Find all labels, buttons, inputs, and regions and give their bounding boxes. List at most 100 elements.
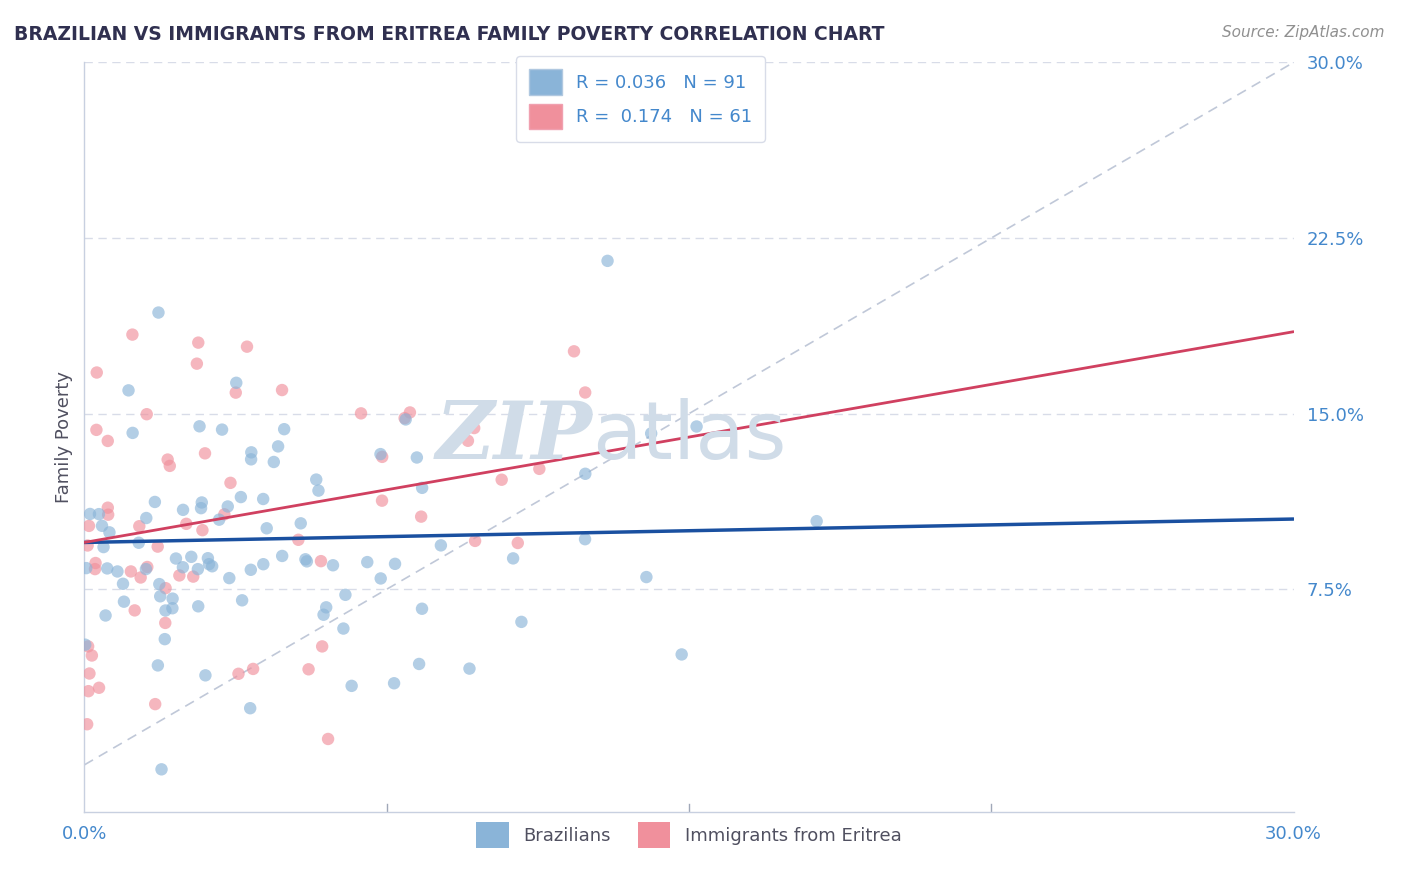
- Point: [191, 495, 214, 509]
- Point: [77, 640, 100, 654]
- Point: [76, 539, 98, 553]
- Point: [267, 439, 290, 453]
- Point: [340, 679, 363, 693]
- Point: [80, 648, 103, 663]
- Point: [94, 608, 117, 623]
- Point: [308, 483, 330, 498]
- Point: [458, 662, 481, 676]
- Point: [228, 666, 250, 681]
- Point: [229, 490, 252, 504]
- Point: [75, 638, 97, 652]
- Point: [394, 411, 416, 425]
- Point: [180, 549, 202, 564]
- Point: [172, 560, 194, 574]
- Point: [529, 462, 551, 476]
- Point: [111, 576, 134, 591]
- Point: [408, 657, 430, 671]
- Point: [322, 558, 344, 573]
- Point: [194, 446, 217, 460]
- Point: [350, 406, 373, 420]
- Point: [187, 562, 209, 576]
- Point: [252, 491, 274, 506]
- Point: [574, 532, 596, 546]
- Y-axis label: Family Poverty: Family Poverty: [55, 371, 73, 503]
- Point: [162, 591, 184, 606]
- Point: [98, 525, 121, 540]
- Text: BRAZILIAN VS IMMIGRANTS FROM ERITREA FAMILY POVERTY CORRELATION CHART: BRAZILIAN VS IMMIGRANTS FROM ERITREA FAM…: [14, 25, 884, 44]
- Point: [97, 500, 120, 515]
- Point: [562, 344, 585, 359]
- Text: Source: ZipAtlas.com: Source: ZipAtlas.com: [1222, 25, 1385, 40]
- Point: [217, 500, 239, 514]
- Point: [112, 595, 135, 609]
- Point: [186, 357, 208, 371]
- Point: [218, 571, 240, 585]
- Point: [384, 557, 406, 571]
- Point: [97, 508, 120, 522]
- Point: [165, 551, 187, 566]
- Point: [93, 540, 115, 554]
- Point: [148, 577, 170, 591]
- Point: [491, 473, 513, 487]
- Point: [150, 762, 173, 776]
- Point: [190, 501, 212, 516]
- Point: [596, 253, 619, 268]
- Point: [371, 493, 394, 508]
- Point: [239, 563, 262, 577]
- Point: [75, 561, 97, 575]
- Point: [411, 509, 433, 524]
- Point: [671, 648, 693, 662]
- Point: [77, 684, 100, 698]
- Point: [97, 434, 120, 448]
- Point: [79, 666, 101, 681]
- Point: [121, 425, 143, 440]
- Point: [294, 552, 316, 566]
- Point: [214, 508, 236, 522]
- Point: [191, 523, 214, 537]
- Point: [287, 533, 309, 547]
- Point: [149, 589, 172, 603]
- Point: [370, 447, 392, 461]
- Point: [86, 366, 108, 380]
- Point: [685, 419, 707, 434]
- Point: [464, 533, 486, 548]
- Point: [84, 562, 107, 576]
- Point: [135, 407, 157, 421]
- Point: [502, 551, 524, 566]
- Point: [96, 561, 118, 575]
- Point: [463, 421, 485, 435]
- Point: [107, 565, 129, 579]
- Point: [76, 717, 98, 731]
- Point: [197, 551, 219, 566]
- Point: [169, 568, 191, 582]
- Point: [405, 450, 427, 465]
- Point: [356, 555, 378, 569]
- Point: [225, 385, 247, 400]
- Point: [411, 481, 433, 495]
- Point: [430, 538, 453, 552]
- Point: [128, 519, 150, 533]
- Point: [240, 452, 263, 467]
- Point: [309, 554, 332, 568]
- Point: [399, 405, 422, 419]
- Text: atlas: atlas: [592, 398, 786, 476]
- Point: [135, 511, 157, 525]
- Point: [263, 455, 285, 469]
- Point: [172, 503, 194, 517]
- Point: [273, 422, 295, 436]
- Point: [188, 419, 211, 434]
- Point: [240, 445, 263, 459]
- Point: [162, 601, 184, 615]
- Point: [91, 518, 114, 533]
- Point: [332, 622, 354, 636]
- Point: [117, 384, 139, 398]
- Point: [208, 513, 231, 527]
- Point: [312, 607, 335, 622]
- Point: [174, 516, 197, 531]
- Point: [201, 559, 224, 574]
- Point: [128, 535, 150, 549]
- Text: ZIP: ZIP: [436, 399, 592, 475]
- Point: [256, 521, 278, 535]
- Point: [84, 556, 107, 570]
- Point: [198, 557, 221, 571]
